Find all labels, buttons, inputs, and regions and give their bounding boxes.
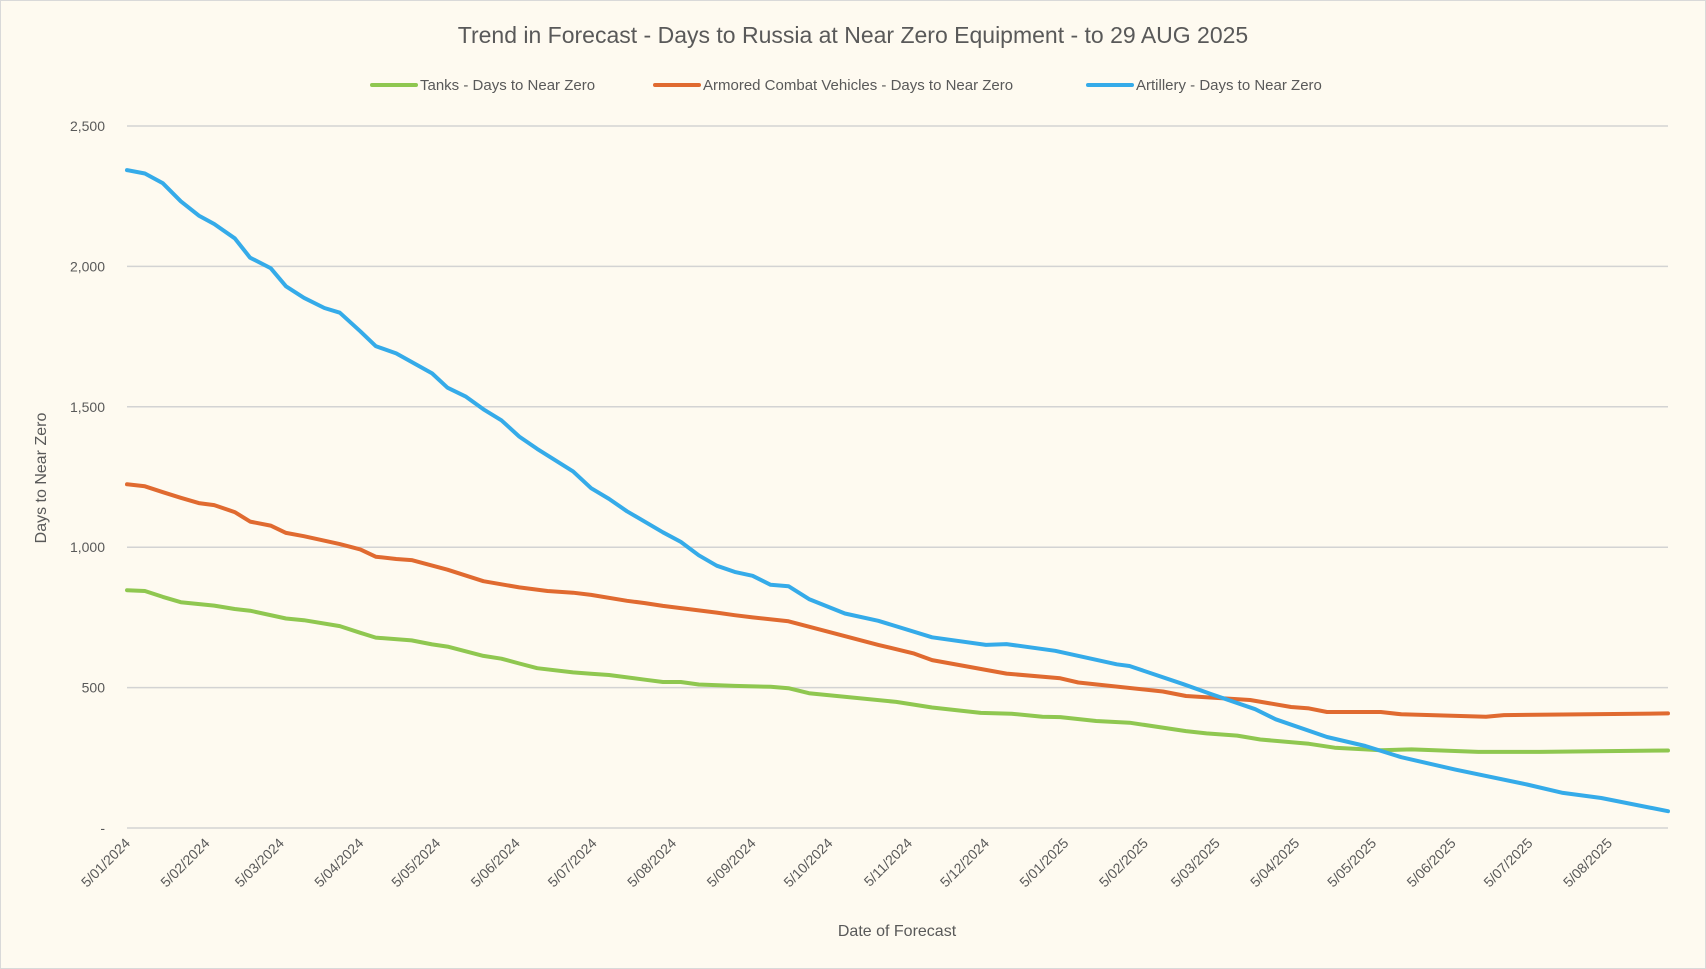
x-tick-label: 5/05/2025 [1324, 835, 1380, 891]
x-tick-label: 5/08/2025 [1560, 835, 1616, 891]
x-tick-label: 5/02/2025 [1096, 835, 1152, 891]
x-tick-label: 5/03/2025 [1167, 835, 1223, 891]
x-tick-label: 5/05/2024 [388, 835, 444, 891]
series-lines [125, 168, 1670, 814]
series-line-2 [125, 168, 1670, 814]
y-axis-title: Days to Near Zero [33, 413, 50, 544]
legend-label: Armored Combat Vehicles - Days to Near Z… [703, 77, 1013, 94]
x-tick-label: 5/01/2024 [78, 835, 134, 891]
legend-item: Tanks - Days to Near Zero [370, 77, 595, 94]
x-tick-label: 5/01/2025 [1016, 835, 1072, 891]
series-line-0 [125, 588, 1670, 754]
chart-title: Trend in Forecast - Days to Russia at Ne… [458, 22, 1248, 48]
x-tick-label: 5/07/2025 [1480, 835, 1536, 891]
legend-item: Artillery - Days to Near Zero [1086, 77, 1322, 94]
x-tick-label: 5/11/2024 [861, 835, 916, 890]
x-axis-ticks: 5/01/2024 5/02/2024 5/03/2024 5/04/2024 5/05… [78, 835, 1616, 891]
x-tick-label: 5/02/2024 [157, 835, 213, 891]
x-tick-label: 5/06/2025 [1403, 835, 1459, 891]
x-tick-label: 5/06/2024 [467, 835, 523, 891]
x-tick-label: 5/04/2024 [311, 835, 367, 891]
legend: Tanks - Days to Near Zero Armored Combat … [370, 77, 1322, 94]
legend-label: Tanks - Days to Near Zero [420, 77, 595, 94]
x-tick-label: 5/12/2024 [937, 835, 993, 891]
x-tick-label: 5/07/2024 [544, 835, 600, 891]
y-tick-label: - [100, 820, 105, 836]
y-tick-label: 2,000 [70, 258, 105, 274]
y-tick-label: 500 [82, 680, 106, 696]
gridlines [127, 125, 1668, 829]
legend-item: Armored Combat Vehicles - Days to Near Z… [653, 77, 1013, 94]
legend-label: Artillery - Days to Near Zero [1136, 77, 1322, 94]
x-tick-label: 5/03/2024 [232, 835, 288, 891]
x-axis-title: Date of Forecast [838, 923, 957, 940]
y-axis-ticks: - 500 1,000 1,500 2,000 2,500 [70, 118, 105, 836]
x-tick-label: 5/04/2025 [1247, 835, 1303, 891]
y-tick-label: 1,000 [70, 539, 105, 555]
y-tick-label: 2,500 [70, 118, 105, 134]
series-line-1 [125, 482, 1670, 719]
x-tick-label: 5/08/2024 [624, 835, 680, 891]
x-tick-label: 5/09/2024 [703, 835, 759, 891]
x-tick-label: 5/10/2024 [780, 835, 836, 891]
y-tick-label: 1,500 [70, 399, 105, 415]
